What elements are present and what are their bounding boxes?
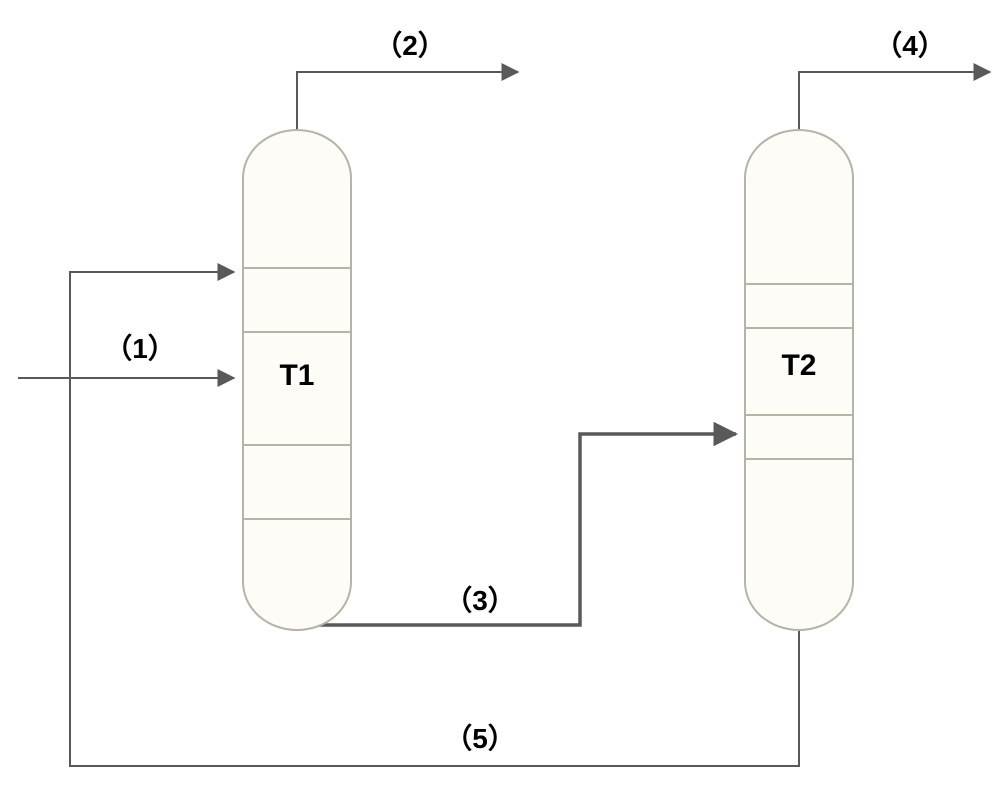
columns-layer <box>243 130 853 630</box>
stream-line-stream-3 <box>297 434 736 630</box>
stream-line-overhead-T4 <box>799 72 990 130</box>
stream-label-s1: （1） <box>104 332 176 364</box>
stream-line-recycle-5 <box>70 272 799 766</box>
column-label-T2: T2 <box>781 349 816 382</box>
stream-label-s4: （4） <box>874 29 946 61</box>
process-flow-diagram: T1 T2 （1） （2） （3） （4） （5） <box>0 0 1000 801</box>
stream-label-s5: （5） <box>444 722 516 754</box>
stream-label-s3: （3） <box>444 584 516 616</box>
stream-line-overhead-T1 <box>297 72 518 130</box>
column-label-T1: T1 <box>279 359 314 392</box>
stream-label-s2: （2） <box>374 29 446 61</box>
